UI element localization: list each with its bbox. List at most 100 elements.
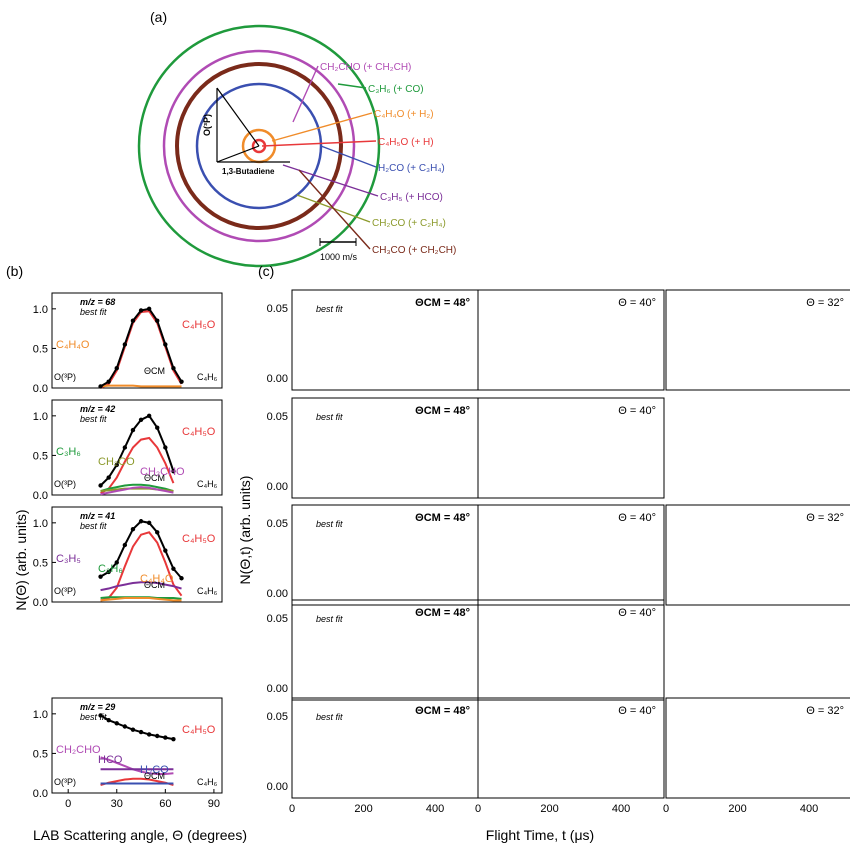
c-ytick-label: 0.05 <box>267 411 288 423</box>
c-xtick-label: 0 <box>663 803 669 815</box>
b-ytick-label: 0.5 <box>33 748 48 760</box>
c-angle-title: Θ = 32° <box>806 705 844 717</box>
b-series-label: C₃H₆ <box>98 563 123 575</box>
c-legend-fit: best fit <box>316 712 343 722</box>
b-series-line <box>100 486 174 496</box>
b-c4h6-marker: C₄H₆ <box>197 479 218 489</box>
vector-butadiene-label: 1,3-Butadiene <box>222 167 275 176</box>
b-data-point <box>163 445 168 450</box>
b-series-line <box>100 597 182 602</box>
b-data-point <box>179 379 184 384</box>
b-series-label: C₄H₅O <box>182 533 216 545</box>
c-xtick-label: 200 <box>728 803 746 815</box>
c-angle-title: Θ = 40° <box>618 512 656 524</box>
b-ytick-label: 0.0 <box>33 597 48 609</box>
b-xtick-label: 60 <box>159 798 171 810</box>
b-data-point <box>98 483 103 488</box>
b-series-line <box>100 483 174 493</box>
circle-arrow <box>271 112 373 142</box>
circle-c3h6 <box>162 49 356 243</box>
b-data-point <box>146 413 152 419</box>
panel-a-label: (a) <box>150 9 167 25</box>
b-c4h6-marker: C₄H₆ <box>197 777 218 787</box>
b-series-line <box>100 384 182 388</box>
b-data-point <box>122 542 128 548</box>
circle-ch2cho <box>137 24 381 268</box>
panel-c-ylabel: N(Θ,t) (arb. units) <box>237 476 253 585</box>
b-frame <box>51 697 223 794</box>
b-series-label: C₄H₄O <box>56 339 90 351</box>
b-data-point <box>122 724 128 729</box>
b-o3p-marker: O(³P) <box>54 479 76 489</box>
c-frame <box>477 504 665 606</box>
circle-arrow <box>298 169 371 250</box>
c-angle-title: Θ = 40° <box>618 297 656 309</box>
c-ytick-label: 0.00 <box>267 683 288 695</box>
c-ytick-label: 0.00 <box>267 481 288 493</box>
b-c4h6-marker: C₄H₆ <box>197 586 218 596</box>
b-data-point <box>130 526 136 532</box>
c-frame <box>477 289 665 391</box>
c-xtick-label: 400 <box>426 803 444 815</box>
b-data-point <box>146 520 152 526</box>
c-angle-title: ΘCM = 48° <box>415 512 470 524</box>
c-angle-title: Θ = 32° <box>806 297 844 309</box>
b-ytick-label: 1.0 <box>33 518 48 530</box>
b-series-line <box>100 581 182 592</box>
b-series-line <box>100 777 174 787</box>
b-data-point <box>146 732 152 737</box>
b-cm-marker: ΘCM <box>144 473 165 483</box>
b-series-label: HCO <box>98 754 123 766</box>
c-ytick-label: 0.00 <box>267 588 288 600</box>
b-series-label: C₃H₅ <box>56 553 81 565</box>
b-mz-label: m/z = 42 <box>80 404 115 414</box>
b-data-point <box>106 717 111 723</box>
c-legend-fit: best fit <box>316 519 343 529</box>
b-xtick-label: 90 <box>208 798 220 810</box>
b-data-point <box>163 735 168 740</box>
b-data-point <box>138 308 144 313</box>
b-data-point <box>138 729 144 735</box>
b-data-point <box>114 462 119 468</box>
c-frame <box>665 697 850 799</box>
circle-label: C₃H₆ (+ CO) <box>368 84 424 95</box>
panel-c: ΘCM = 48° best fit 0.00 0.05 Θ = 40° Θ = 32° Θ… <box>267 289 850 815</box>
b-legend-fit: best fit <box>80 414 107 424</box>
b-series-label: CH₂CHO <box>56 744 101 756</box>
c-angle-title: Θ = 40° <box>618 607 656 619</box>
c-frame <box>477 697 665 799</box>
scale-bar-label: 1000 m/s <box>320 252 358 262</box>
c-angle-title: ΘCM = 48° <box>415 405 470 417</box>
c-angle-title: Θ = 32° <box>806 512 844 524</box>
b-cm-marker: ΘCM <box>144 366 165 376</box>
b-ytick-label: 1.0 <box>33 304 48 316</box>
b-best-fit-line <box>100 714 174 741</box>
c-angle-title: Θ = 40° <box>618 705 656 717</box>
circle-label: CH₃CO (+ CH₂CH) <box>372 245 456 256</box>
b-legend-fit: best fit <box>80 307 107 317</box>
b-cm-marker: ΘCM <box>144 580 165 590</box>
b-data-point <box>122 445 128 450</box>
circle-label: CH₂CO (+ C₂H₄) <box>372 218 446 229</box>
b-data-point <box>98 574 103 579</box>
c-angle-title: ΘCM = 48° <box>415 705 470 717</box>
c-legend-fit: best fit <box>316 412 343 422</box>
b-data-point <box>122 342 128 347</box>
b-best-fit-line <box>100 307 183 388</box>
b-data-point <box>155 530 160 535</box>
b-series-label: C₃H₆ <box>56 446 81 458</box>
b-series-label: CH₂CHO <box>140 466 185 478</box>
circle-label: C₄H₅O (+ H) <box>378 137 434 148</box>
b-data-point <box>106 569 111 575</box>
vector-o3p-label: O(³P) <box>202 114 212 136</box>
b-data-point <box>171 566 176 571</box>
b-data-point <box>106 379 111 384</box>
c-xtick-label: 400 <box>800 803 818 815</box>
b-data-point <box>155 733 160 739</box>
c-xtick-label: 200 <box>540 803 558 815</box>
b-legend-fit: best fit <box>80 521 107 531</box>
c-xtick-label: 200 <box>354 803 372 815</box>
panel-c-xlabel: Flight Time, t (μs) <box>486 827 594 843</box>
